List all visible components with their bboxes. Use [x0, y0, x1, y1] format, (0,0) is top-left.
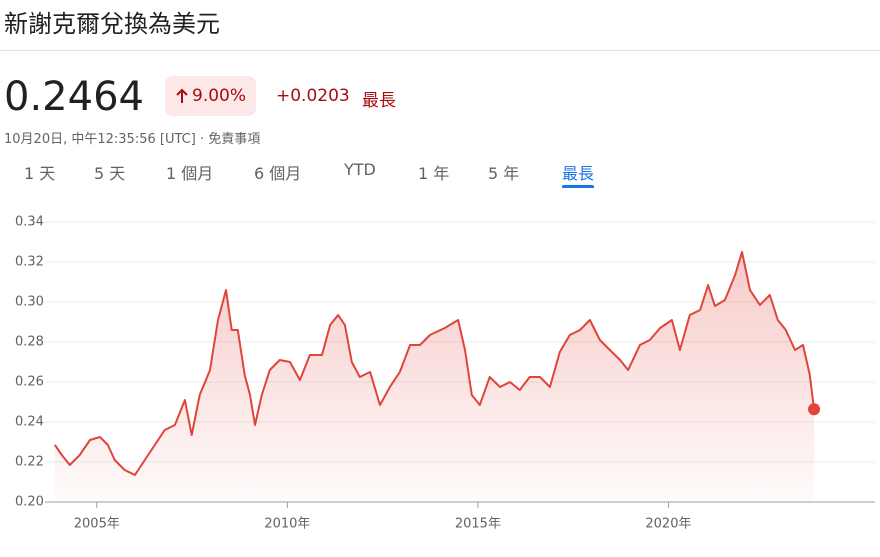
change: +0.0203 [276, 86, 350, 106]
up-arrow-icon [176, 88, 188, 103]
range-tab[interactable]: 1 年 [418, 164, 450, 183]
y-tick-label: 0.28 [15, 335, 44, 350]
price-line [54, 251, 815, 476]
y-tick-label: 0.30 [15, 295, 44, 310]
last-point [808, 403, 821, 416]
x-tick-label: 2010年 [264, 517, 310, 532]
y-tick-label: 0.32 [15, 255, 44, 270]
price: 0.2464 [4, 74, 144, 120]
x-tick-label: 2005年 [74, 517, 120, 532]
divider [0, 50, 880, 51]
x-tick-label: 2015年 [455, 517, 501, 532]
y-tick-label: 0.22 [15, 455, 44, 470]
y-tick-label: 0.24 [15, 415, 44, 430]
title: 新謝克爾兌換為美元 [4, 10, 220, 38]
range-tab[interactable]: 5 天 [94, 164, 126, 183]
range-tab[interactable]: YTD [344, 160, 376, 179]
y-tick-label: 0.34 [15, 215, 44, 230]
x-tick-label: 2020年 [645, 517, 691, 532]
range-tab[interactable]: 6 個月 [254, 164, 302, 183]
range-tab[interactable]: 5 年 [488, 164, 520, 183]
disclaimer-link[interactable]: 免責事項 [208, 132, 261, 147]
range-tab[interactable]: 1 個月 [166, 164, 214, 183]
timestamp-line: 10月20日, 中午12:35:56 [UTC] · 免責事項 [4, 132, 261, 147]
change-percent: 9.00% [192, 86, 247, 106]
change-badge: 9.00% [165, 76, 257, 116]
period: 最長 [362, 91, 396, 111]
timestamp: 10月20日, 中午12:35:56 [UTC] [4, 132, 196, 147]
range-tab[interactable]: 最長 [562, 160, 595, 188]
area-fill [54, 252, 814, 502]
y-tick-label: 0.26 [15, 375, 44, 390]
range-tab[interactable]: 1 天 [24, 164, 56, 183]
y-tick-label: 0.20 [15, 495, 44, 510]
